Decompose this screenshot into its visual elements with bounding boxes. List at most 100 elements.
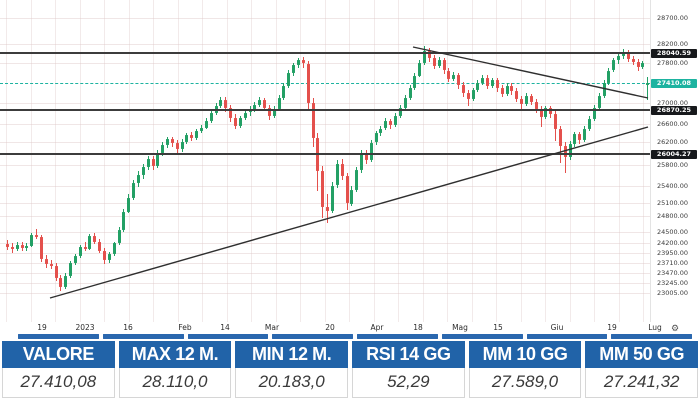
candle-body [39, 236, 43, 260]
candle-body [476, 83, 480, 90]
candle-body [326, 206, 330, 212]
candle-body [607, 70, 611, 83]
h-gridline [0, 142, 650, 143]
x-axis-label: 18 [413, 323, 423, 332]
v-gridline [80, 0, 81, 322]
candle-body [520, 98, 524, 104]
price-badge: 26004.27 [651, 149, 697, 159]
y-axis-tick-label: 23950.00 [657, 249, 689, 257]
candle-body [355, 170, 359, 190]
candle-body [93, 235, 97, 242]
candle-body [161, 144, 165, 153]
candle-body [350, 190, 354, 204]
current-price-line [0, 83, 650, 84]
candle-body [69, 263, 72, 276]
y-axis-tick-label: 23470.00 [657, 269, 689, 277]
y-axis-tick-label: 24200.00 [657, 239, 689, 247]
column-header: MIN 12 M. [235, 341, 349, 368]
candle-body [253, 105, 257, 110]
x-axis-label: Feb [178, 323, 192, 332]
h-gridline [0, 186, 650, 187]
candle-body [224, 100, 228, 109]
candle-body [6, 243, 9, 247]
candle-body [229, 108, 233, 119]
h-gridline [0, 263, 650, 264]
candle-body [515, 91, 519, 99]
v-gridline [570, 0, 571, 322]
h-gridline [0, 63, 650, 64]
h-gridline [0, 293, 650, 294]
candle-body [384, 121, 388, 129]
v-gridline [545, 0, 546, 322]
y-axis-tick-label: 23245.00 [657, 279, 689, 287]
candle-body [49, 263, 53, 266]
v-gridline [349, 0, 350, 322]
column-value: 52,29 [352, 368, 465, 398]
candle-body [200, 127, 203, 131]
candle-body [136, 175, 140, 184]
candle-body [583, 128, 587, 141]
candle-body [238, 118, 242, 126]
candle-body [209, 113, 213, 121]
v-gridline [6, 0, 7, 322]
price-badge: 26870.25 [651, 105, 697, 115]
y-axis-tick-label: 24800.00 [657, 212, 689, 220]
v-gridline [398, 0, 399, 322]
candle-body [452, 74, 456, 79]
x-axis: 19 2023 16 Feb 14 Mar 20 Apr 18 Mag 15 Giu 19 Lug [0, 322, 700, 333]
trend-lines [49, 46, 649, 299]
candle-body [146, 159, 150, 168]
candlestick-plot [0, 0, 650, 322]
candle-body [486, 77, 490, 86]
candle-body [112, 243, 116, 255]
level-line [0, 153, 650, 155]
candle-body [122, 211, 126, 230]
candle-body [175, 143, 179, 149]
month-bar-segment [187, 334, 269, 339]
candle-body [44, 259, 48, 264]
current-price-badge: 27410.08 [651, 78, 697, 88]
h-gridline [0, 243, 650, 244]
candle-body [297, 60, 300, 65]
v-gridline [300, 0, 301, 322]
column-header: VALORE [2, 341, 115, 368]
price-badge: 28040.59 [651, 48, 697, 58]
candle-body [418, 63, 422, 76]
candle-body [64, 275, 68, 288]
v-gridline [325, 0, 326, 322]
candle-body [258, 100, 262, 106]
h-gridline [0, 283, 650, 284]
candle-body [190, 134, 194, 138]
x-axis-label: Giu [550, 323, 564, 332]
column-value: 27.410,08 [2, 368, 115, 398]
candle-body [78, 246, 82, 257]
candle-body [364, 153, 368, 160]
x-axis-label: 19 [607, 323, 617, 332]
candle-body [243, 112, 247, 119]
candle-body [534, 101, 538, 109]
y-axis-tick-label: 24500.00 [657, 228, 689, 236]
x-axis-label: 14 [220, 323, 230, 332]
candle-body [437, 60, 441, 66]
candle-body [558, 129, 562, 146]
candle-body [423, 50, 427, 63]
month-bar [0, 334, 700, 339]
candle-body [127, 197, 131, 212]
candle-body [151, 159, 155, 167]
candle-body [263, 100, 266, 108]
x-axis-label: 2023 [75, 323, 95, 332]
candle-body [471, 90, 475, 99]
candle-body [292, 65, 296, 73]
settings-icon[interactable]: ⚙ [671, 323, 680, 333]
x-axis-label: Mag [452, 323, 468, 332]
v-gridline [202, 0, 203, 322]
candle-body [195, 130, 199, 138]
x-axis-label: 19 [37, 323, 47, 332]
level-line [0, 109, 650, 111]
candle-body [35, 234, 39, 237]
candle-body [568, 144, 572, 157]
table-column-rsi14: RSI 14 GG 52,29 [352, 341, 465, 400]
table-column-mm50: MM 50 GG 27.241,32 [585, 341, 699, 400]
candle-body [20, 244, 24, 249]
candle-body [282, 85, 286, 98]
